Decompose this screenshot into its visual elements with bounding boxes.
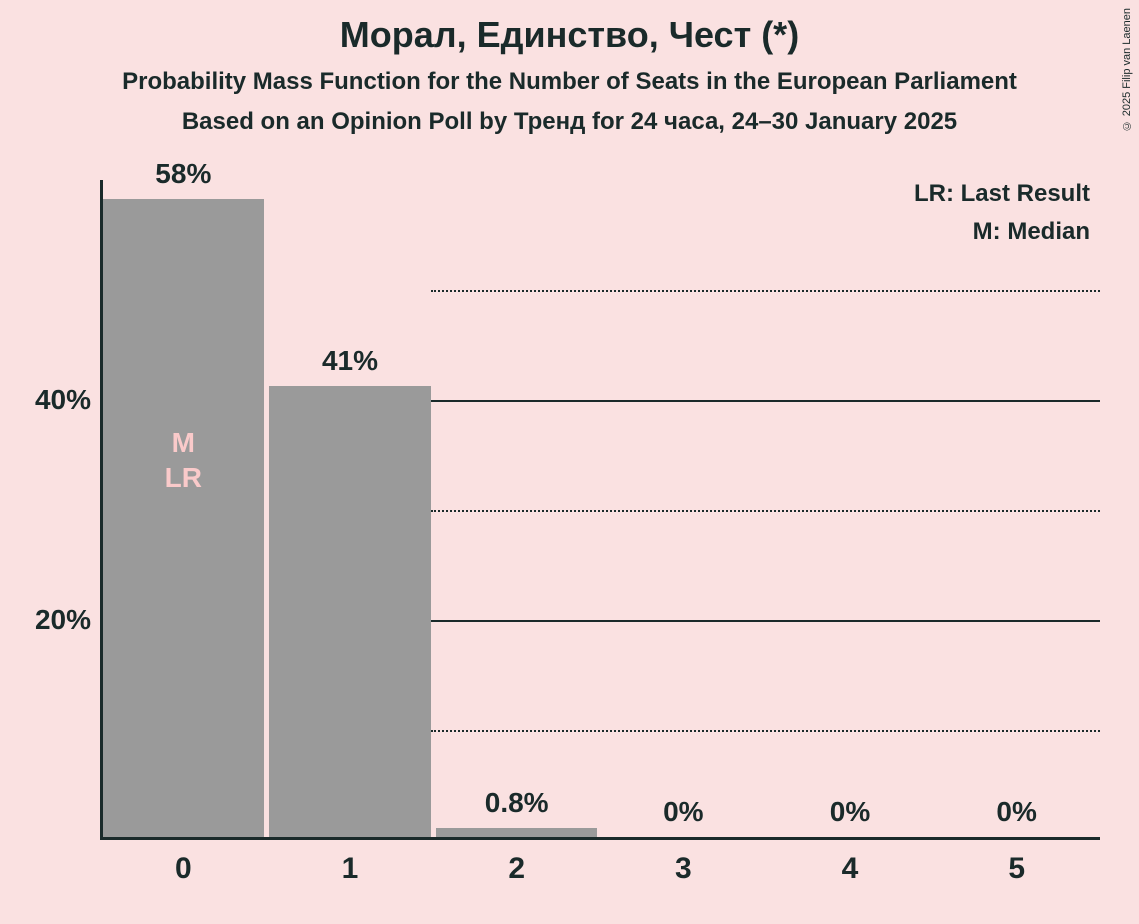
gridline	[431, 620, 1100, 622]
x-axis-label: 1	[342, 852, 359, 886]
bar-value-label: 0%	[663, 796, 703, 828]
gridline	[431, 510, 1100, 512]
copyright-text: © 2025 Filip van Laenen	[1121, 8, 1133, 131]
x-axis-label: 2	[508, 852, 525, 886]
legend-m: M: Median	[914, 218, 1090, 246]
gridline	[431, 290, 1100, 292]
bar-value-label: 41%	[322, 345, 378, 377]
x-axis-label: 4	[842, 852, 859, 886]
bar	[269, 386, 431, 837]
y-axis-label: 20%	[35, 604, 91, 636]
chart-legend: LR: Last Result M: Median	[914, 180, 1090, 256]
x-axis	[100, 837, 1100, 840]
x-axis-label: 3	[675, 852, 692, 886]
bar-value-label: 58%	[155, 158, 211, 190]
chart-title: Морал, Единство, Чест (*)	[0, 0, 1139, 56]
y-axis-label: 40%	[35, 384, 91, 416]
chart-subtitle-1: Probability Mass Function for the Number…	[0, 56, 1139, 96]
chart-plot-area: LR: Last Result M: Median 58%MLR041%10.8…	[100, 180, 1100, 840]
gridline	[431, 400, 1100, 402]
bar-value-label: 0%	[830, 796, 870, 828]
bar-annotation: MLR	[165, 425, 202, 495]
bar-value-label: 0.8%	[485, 787, 549, 819]
x-axis-label: 5	[1008, 852, 1025, 886]
bar-value-label: 0%	[996, 796, 1036, 828]
bar	[103, 199, 265, 837]
bar	[436, 828, 598, 837]
chart-subtitle-2: Based on an Opinion Poll by Тренд for 24…	[0, 96, 1139, 136]
gridline	[431, 730, 1100, 732]
legend-lr: LR: Last Result	[914, 180, 1090, 208]
x-axis-label: 0	[175, 852, 192, 886]
